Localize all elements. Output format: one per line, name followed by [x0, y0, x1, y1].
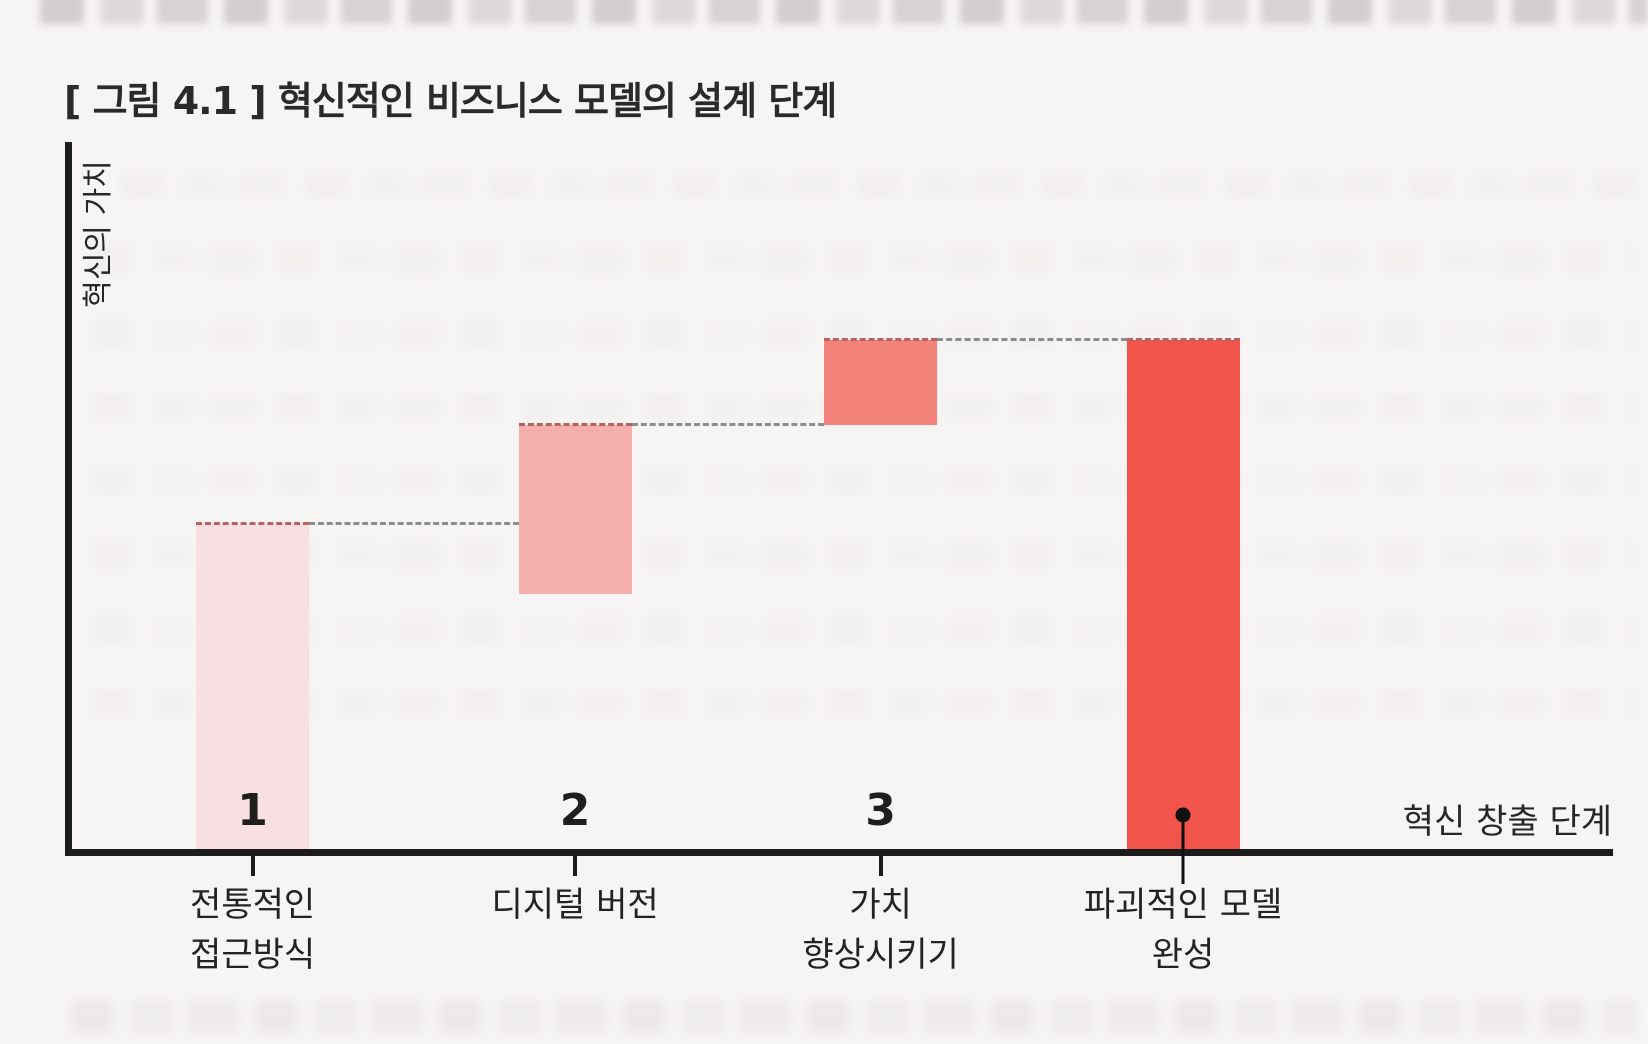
x-axis-tick-2 [573, 856, 578, 876]
figure-title: [ 그림 4.1 ] 혁신적인 비즈니스 모델의 설계 단계 [64, 79, 837, 123]
category-label-2: 디지털 버전 [365, 880, 785, 930]
dashed-connector-level-3 [937, 337, 1127, 341]
blurred-page-text [90, 688, 1638, 718]
x-axis-tick-1 [250, 856, 255, 876]
dashed-connector-level-1 [196, 521, 310, 525]
callout-leader-line [1181, 822, 1185, 884]
y-axis-label: 혁신의 가치 [81, 160, 116, 308]
category-label-line: 가치 [849, 885, 912, 925]
category-label-line: 향상시키기 [802, 935, 959, 975]
dashed-connector-level-2 [631, 422, 825, 426]
bar-2 [518, 424, 632, 595]
blurred-page-text [70, 1000, 1638, 1034]
category-label-line: 파괴적인 모델 [1083, 885, 1283, 925]
category-label-line: 접근방식 [190, 935, 316, 975]
blurred-page-text [40, 0, 1648, 24]
blurred-page-text [90, 540, 1638, 570]
category-label-line: 완성 [1151, 935, 1215, 975]
blurred-page-text [120, 170, 1638, 200]
stage-number-1: 1 [237, 785, 268, 836]
blurred-page-text [90, 244, 1638, 274]
callout-dot [1175, 807, 1191, 823]
bar-4 [1126, 339, 1240, 849]
category-label-line: 디지털 버전 [491, 885, 659, 925]
x-axis-line [65, 849, 1613, 856]
dashed-connector-level-3 [824, 337, 938, 341]
dashed-connector-level-2 [518, 422, 632, 426]
stage-number-3: 3 [865, 785, 896, 836]
bar-1 [196, 523, 310, 849]
stage-number-2: 2 [559, 785, 591, 836]
x-axis-label: 혁신 창출 단계 [1402, 802, 1612, 842]
x-axis-tick-3 [878, 856, 883, 876]
dashed-connector-level-1 [309, 521, 519, 525]
dashed-connector-level-3 [1126, 337, 1240, 341]
y-axis-line [65, 142, 72, 856]
blurred-page-text [90, 614, 1638, 644]
blurred-page-text [90, 466, 1638, 496]
bar-3 [824, 339, 938, 425]
category-label-line: 전통적인 [190, 885, 316, 925]
